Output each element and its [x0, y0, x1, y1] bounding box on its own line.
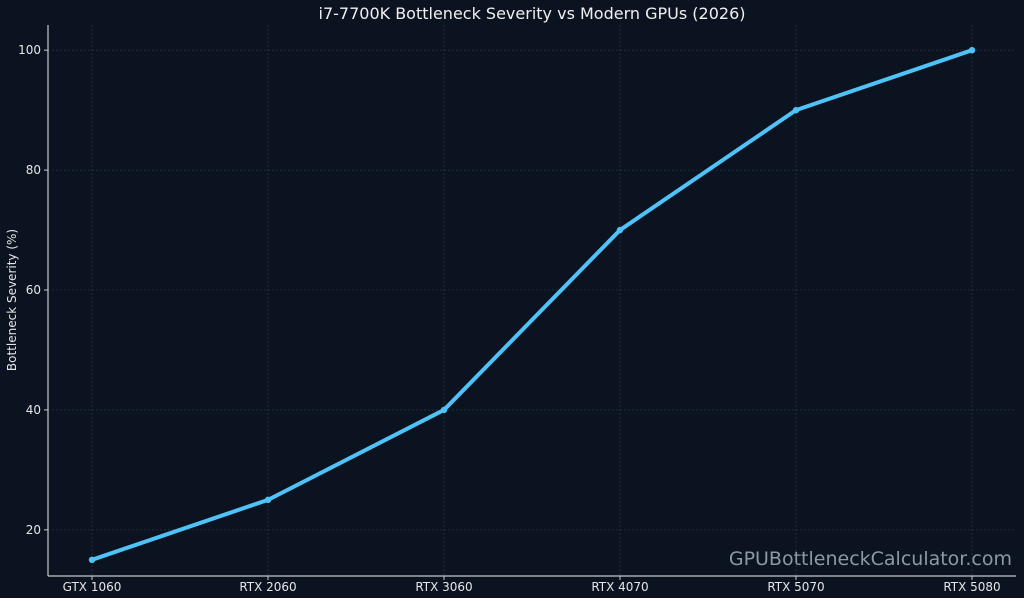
- data-point: [264, 496, 272, 504]
- data-point: [968, 46, 976, 54]
- y-tick-label: 20: [26, 523, 41, 537]
- y-axis-label: Bottleneck Severity (%): [5, 229, 19, 371]
- watermark: GPUBottleneckCalculator.com: [729, 548, 1012, 570]
- data-point: [88, 556, 96, 564]
- data-point: [440, 406, 448, 414]
- y-tick-label: 80: [26, 163, 41, 177]
- series-line: [88, 46, 976, 564]
- grid: [48, 25, 1016, 576]
- y-axis-ticks: 20 40 60 80 100: [18, 43, 48, 537]
- x-tick-label: RTX 4070: [591, 580, 648, 594]
- x-tick-label: RTX 5080: [943, 580, 1000, 594]
- y-tick-label: 40: [26, 403, 41, 417]
- y-tick-label: 60: [26, 283, 41, 297]
- x-tick-label: GTX 1060: [63, 580, 122, 594]
- x-tick-label: RTX 5070: [767, 580, 824, 594]
- data-line: [90, 48, 974, 562]
- data-point: [616, 226, 624, 234]
- data-point: [792, 106, 800, 114]
- x-axis-ticks: GTX 1060 RTX 2060 RTX 3060 RTX 4070 RTX 5070…: [63, 576, 1001, 594]
- y-tick-label: 100: [18, 43, 41, 57]
- x-tick-label: RTX 2060: [239, 580, 296, 594]
- chart-title: i7-7700K Bottleneck Severity vs Modern G…: [319, 4, 746, 23]
- x-tick-label: RTX 3060: [415, 580, 472, 594]
